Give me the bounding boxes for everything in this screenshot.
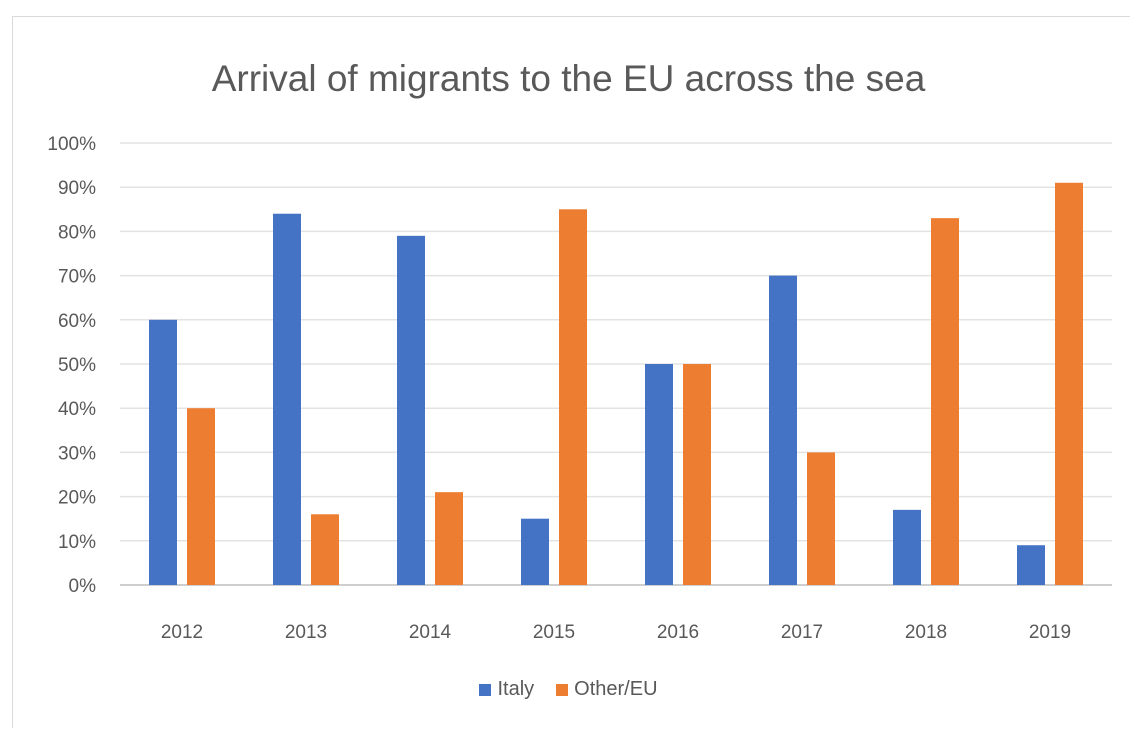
y-tick-label: 60% bbox=[58, 311, 96, 332]
x-axis-ticks: 2012 2013 2014 2015 2016 2017 2018 2019 bbox=[161, 622, 1071, 643]
y-tick-label: 10% bbox=[58, 532, 96, 553]
y-tick-label: 0% bbox=[69, 576, 97, 597]
bar-italy-2019 bbox=[1017, 545, 1045, 585]
bar-other-eu-2018 bbox=[931, 218, 959, 585]
bar-other-eu-2014 bbox=[435, 492, 463, 585]
y-tick-label: 30% bbox=[58, 443, 96, 464]
bar-italy-2016 bbox=[645, 364, 673, 585]
y-tick-label: 100% bbox=[47, 134, 96, 155]
x-tick-label: 2015 bbox=[533, 622, 575, 643]
y-tick-label: 50% bbox=[58, 355, 96, 376]
y-tick-label: 20% bbox=[58, 488, 96, 509]
bars bbox=[149, 182, 1083, 586]
legend-item-other-eu: Other/EU bbox=[556, 678, 658, 701]
bar-other-eu-2019 bbox=[1055, 182, 1083, 585]
bar-other-eu-2012 bbox=[187, 408, 215, 585]
x-tick-label: 2012 bbox=[161, 622, 203, 643]
x-tick-label: 2017 bbox=[781, 622, 823, 643]
bar-other-eu-2015 bbox=[559, 209, 587, 586]
legend: Italy Other/EU bbox=[0, 678, 1137, 701]
y-tick-label: 90% bbox=[58, 178, 96, 199]
x-tick-label: 2013 bbox=[285, 622, 327, 643]
y-tick-label: 80% bbox=[58, 222, 96, 243]
bar-other-eu-2013 bbox=[311, 514, 339, 585]
bar-italy-2017 bbox=[769, 275, 797, 585]
y-tick-label: 70% bbox=[58, 267, 96, 288]
x-tick-label: 2019 bbox=[1029, 622, 1071, 643]
legend-item-italy: Italy bbox=[479, 678, 534, 701]
bar-other-eu-2017 bbox=[807, 452, 835, 585]
legend-swatch-italy bbox=[479, 683, 492, 696]
x-tick-label: 2016 bbox=[657, 622, 699, 643]
bar-italy-2014 bbox=[397, 235, 425, 585]
bar-other-eu-2016 bbox=[683, 364, 711, 585]
y-tick-label: 40% bbox=[58, 399, 96, 420]
x-tick-label: 2014 bbox=[409, 622, 452, 643]
x-tick-label: 2018 bbox=[905, 622, 947, 643]
chart-title: Arrival of migrants to the EU across the… bbox=[211, 58, 926, 99]
legend-label-other-eu: Other/EU bbox=[574, 678, 658, 700]
bar-italy-2015 bbox=[521, 518, 549, 585]
bar-italy-2013 bbox=[273, 213, 301, 585]
y-axis-ticks: 0% 10% 20% 30% 40% 50% 60% 70% 80% 90% 100% bbox=[47, 134, 96, 597]
gridlines bbox=[120, 142, 1112, 586]
bar-italy-2012 bbox=[149, 319, 177, 585]
legend-swatch-other-eu bbox=[556, 683, 569, 696]
legend-label-italy: Italy bbox=[497, 678, 535, 700]
bar-italy-2018 bbox=[893, 509, 921, 585]
